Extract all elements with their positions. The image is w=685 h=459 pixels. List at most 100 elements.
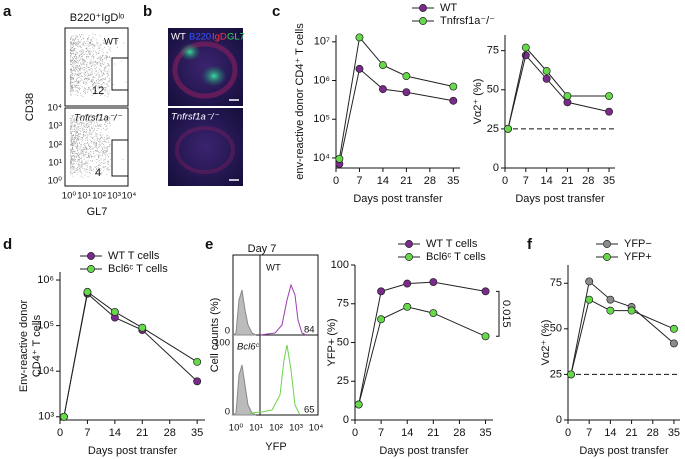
y-tick-label: 25 xyxy=(487,123,499,135)
x-tick-label: 10⁰ xyxy=(229,423,244,434)
x-tick-label: 14 xyxy=(377,175,389,187)
panel-letter: a xyxy=(3,3,12,20)
legend-marker xyxy=(419,17,427,25)
y-tick-label: 10⁶ xyxy=(313,74,330,86)
data-point xyxy=(449,82,458,91)
series-line xyxy=(63,291,198,417)
x-tick-label: 28 xyxy=(424,175,436,187)
y-tick-label: 75 xyxy=(550,277,562,289)
x-tick-label: 21 xyxy=(427,427,439,439)
y-tick-label: 0 xyxy=(225,326,230,337)
y-tick-label: 25 xyxy=(550,368,562,380)
legend-marker xyxy=(419,4,427,12)
data-point xyxy=(402,72,411,81)
gate-label: B220⁺IgDˡᵒ xyxy=(70,12,125,24)
data-point xyxy=(193,377,202,386)
x-tick-label: 28 xyxy=(164,427,176,439)
data-point xyxy=(335,154,344,163)
series-line xyxy=(507,54,610,130)
y-tick-label: 100 xyxy=(214,338,230,349)
x-tick-label: 10⁴ xyxy=(122,191,137,202)
series-line xyxy=(570,280,675,375)
x-tick-label: 7 xyxy=(586,427,592,439)
legend-label: WT T cells xyxy=(426,238,478,250)
y-tick-label: 10⁴ xyxy=(313,152,330,164)
stain-ring xyxy=(175,126,235,174)
legend-marker xyxy=(87,265,95,273)
group-label: WT xyxy=(266,263,281,274)
legend-label: Bcl6ᶜ T cells xyxy=(426,251,486,263)
data-point xyxy=(403,302,412,311)
legend-marker xyxy=(603,240,611,248)
y-tick-label: 10² xyxy=(48,140,62,151)
panel-letter: c xyxy=(272,3,280,20)
y-tick-label: 100 xyxy=(331,259,349,271)
x-tick-label: 14 xyxy=(540,175,552,187)
percentage: 65 xyxy=(304,405,315,416)
y-tick-label: 0 xyxy=(225,407,230,418)
percentage: 12 xyxy=(92,85,104,97)
data-point xyxy=(481,332,490,341)
x-tick-label: 35 xyxy=(447,175,459,187)
x-tick-label: 10¹ xyxy=(249,423,263,434)
flow-events xyxy=(70,33,127,178)
data-point xyxy=(504,124,512,133)
y-tick-label: 50 xyxy=(487,84,499,96)
x-tick-label: 0 xyxy=(333,175,339,187)
data-point xyxy=(449,96,458,105)
data-point xyxy=(355,33,364,42)
x-tick-label: 21 xyxy=(625,427,637,439)
x-tick-label: 0 xyxy=(57,427,63,439)
data-point xyxy=(83,287,92,296)
panel-letter: f xyxy=(527,236,533,253)
y-tick-label: 10⁰ xyxy=(48,176,63,187)
histogram xyxy=(259,283,307,336)
legend-label: WT T cells xyxy=(108,250,160,262)
data-point xyxy=(481,287,490,296)
x-tick-label: 10¹ xyxy=(77,191,91,202)
data-point xyxy=(669,339,678,348)
x-tick-label: 0 xyxy=(565,427,571,439)
x-tick-label: 35 xyxy=(479,427,491,439)
x-axis-title: GL7 xyxy=(87,206,108,218)
data-point xyxy=(59,412,68,421)
y-tick-label: 10³ xyxy=(48,121,62,132)
y-tick-label: 10³ xyxy=(38,411,54,423)
group-label: Tnfrsf1a⁻/⁻ xyxy=(171,112,219,123)
x-axis-title: Days post transfer xyxy=(515,193,605,205)
data-point xyxy=(627,306,636,315)
x-tick-label: 14 xyxy=(604,427,616,439)
data-point xyxy=(606,306,615,315)
data-point xyxy=(378,61,387,70)
legend-marker xyxy=(87,252,95,260)
series-line xyxy=(358,281,486,405)
data-point xyxy=(138,323,147,332)
data-point xyxy=(110,307,119,316)
group-label: WT xyxy=(171,32,186,43)
stain-label: B220 xyxy=(189,32,211,43)
x-tick-label: 21 xyxy=(400,175,412,187)
y-tick-label: 10⁵ xyxy=(37,320,54,332)
x-tick-label: 21 xyxy=(561,175,573,187)
flow-events xyxy=(70,113,124,178)
data-point xyxy=(378,85,387,94)
y-tick-label: 10⁵ xyxy=(313,113,330,125)
data-point xyxy=(606,295,615,304)
percentage: 84 xyxy=(304,325,315,336)
panel-letter: e xyxy=(205,236,213,253)
y-tick-label: 75 xyxy=(487,45,499,57)
y-tick-label: 50 xyxy=(337,336,349,348)
x-tick-label: 35 xyxy=(668,427,680,439)
legend-label: Tnfrsf1a⁻/⁻ xyxy=(440,15,495,27)
x-axis-title: Days post transfer xyxy=(379,445,469,457)
y-axis-title: env-reactive donor CD4⁺ T cells xyxy=(294,23,306,180)
data-point xyxy=(542,74,551,83)
panel-letter: b xyxy=(143,3,152,20)
legend-marker xyxy=(405,240,413,248)
y-axis-title: Vα2⁺ (%) xyxy=(540,320,552,366)
flow-plot-frame xyxy=(64,107,129,187)
x-axis-title: Days post transfer xyxy=(88,445,178,457)
legend-label: YFP+ xyxy=(624,251,652,263)
flow-plot-frame xyxy=(64,27,129,107)
germinal-center xyxy=(201,65,227,87)
